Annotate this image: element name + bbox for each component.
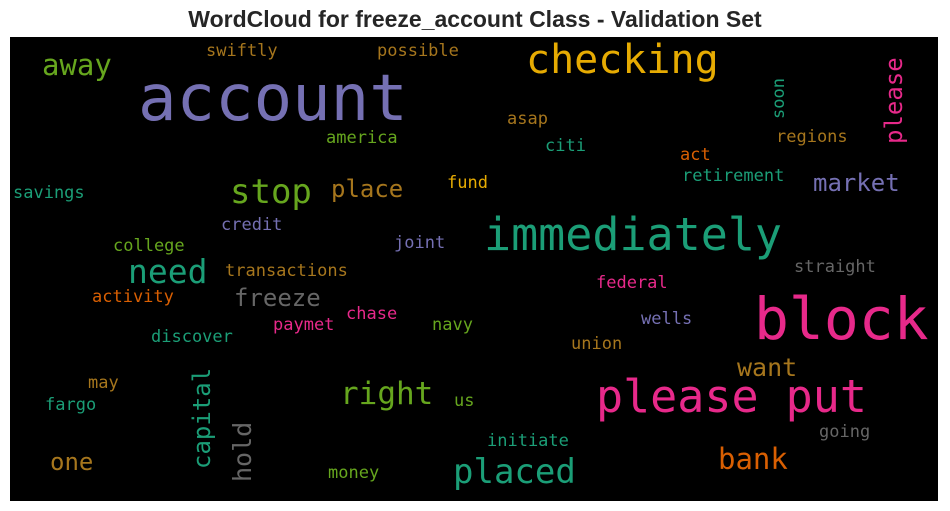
- word-america: america: [326, 128, 398, 148]
- word-union: union: [571, 334, 623, 354]
- word-please-put: please put: [596, 370, 867, 423]
- word-paymet: paymet: [273, 315, 335, 335]
- word-account: account: [138, 62, 408, 136]
- word-want: want: [737, 353, 798, 382]
- word-federal: federal: [596, 273, 668, 293]
- word-asap: asap: [507, 109, 548, 129]
- word-going: going: [819, 422, 871, 442]
- word-college: college: [113, 236, 185, 256]
- word-please: please: [880, 57, 908, 144]
- word-activity: activity: [92, 287, 174, 307]
- word-discover: discover: [151, 327, 233, 347]
- word-savings: savings: [13, 183, 85, 203]
- word-possible: possible: [377, 41, 459, 61]
- word-citi: citi: [545, 136, 586, 156]
- word-market: market: [813, 169, 900, 197]
- word-hold: hold: [228, 421, 257, 482]
- word-may: may: [88, 373, 119, 393]
- word-money: money: [328, 463, 380, 483]
- wordcloud-canvas: account checking block immediately pleas…: [10, 37, 938, 501]
- word-navy: navy: [432, 315, 473, 335]
- word-freeze: freeze: [234, 284, 321, 312]
- word-transactions: transactions: [225, 261, 348, 281]
- word-fund: fund: [447, 173, 488, 193]
- word-chase: chase: [346, 304, 398, 324]
- word-joint: joint: [394, 233, 446, 253]
- word-away: away: [42, 48, 112, 82]
- word-placed: placed: [453, 452, 576, 492]
- word-initiate: initiate: [487, 431, 569, 451]
- word-bank: bank: [718, 442, 788, 476]
- word-regions: regions: [776, 127, 848, 147]
- word-one: one: [50, 448, 94, 476]
- word-wells: wells: [641, 309, 693, 329]
- word-act: act: [680, 145, 711, 165]
- word-straight: straight: [794, 257, 876, 277]
- chart-title: WordCloud for freeze_account Class - Val…: [188, 6, 762, 32]
- word-swiftly: swiftly: [206, 41, 278, 61]
- word-fargo: fargo: [45, 395, 97, 415]
- word-credit: credit: [221, 215, 283, 235]
- word-need: need: [128, 252, 208, 291]
- word-checking: checking: [526, 37, 719, 83]
- word-place: place: [331, 175, 404, 203]
- word-stop: stop: [230, 172, 312, 212]
- word-immediately: immediately: [484, 208, 783, 261]
- word-soon: soon: [769, 78, 789, 119]
- word-block: block: [754, 285, 929, 353]
- word-capital: capital: [188, 367, 216, 469]
- word-us: us: [454, 391, 475, 411]
- word-right: right: [340, 376, 434, 412]
- word-retirement: retirement: [682, 166, 785, 186]
